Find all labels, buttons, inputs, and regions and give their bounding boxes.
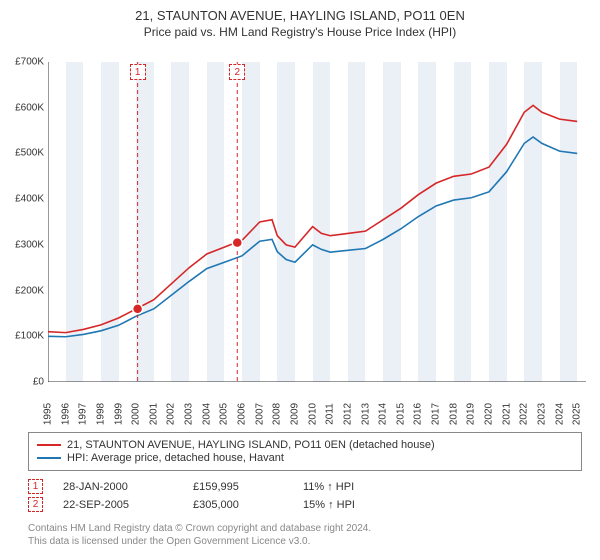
x-tick-label: 2022 [519, 403, 530, 425]
legend-swatch [37, 457, 61, 459]
y-tick-label: £700K [15, 57, 44, 68]
legend-label: 21, STAUNTON AVENUE, HAYLING ISLAND, PO1… [67, 439, 435, 451]
x-tick-label: 2001 [148, 403, 159, 425]
x-tick-label: 2004 [201, 403, 212, 425]
x-tick-label: 2019 [466, 403, 477, 425]
x-tick-label: 1996 [60, 403, 71, 425]
x-tick-label: 2003 [184, 403, 195, 425]
event-delta: 15% ↑ HPI [303, 499, 393, 511]
y-axis: £0£100K£200K£300K£400K£500K£600K£700K [0, 62, 48, 382]
title-address: 21, STAUNTON AVENUE, HAYLING ISLAND, PO1… [0, 8, 600, 23]
x-tick-label: 1995 [43, 403, 54, 425]
legend-label: HPI: Average price, detached house, Hava… [67, 452, 284, 464]
x-tick-label: 2013 [360, 403, 371, 425]
x-tick-label: 1998 [95, 403, 106, 425]
footer-line1: Contains HM Land Registry data © Crown c… [28, 522, 582, 535]
x-tick-label: 2008 [272, 403, 283, 425]
legend-item: HPI: Average price, detached house, Hava… [37, 452, 573, 464]
chart-titles: 21, STAUNTON AVENUE, HAYLING ISLAND, PO1… [0, 0, 600, 39]
event-callout: 1 [130, 64, 146, 80]
x-tick-label: 2015 [395, 403, 406, 425]
event-marker-box: 1 [28, 479, 43, 494]
event-price: £159,995 [193, 481, 283, 493]
x-tick-label: 2024 [554, 403, 565, 425]
x-tick-label: 2007 [254, 403, 265, 425]
x-tick-label: 2025 [572, 403, 583, 425]
event-row: 1 28-JAN-2000 £159,995 11% ↑ HPI [28, 479, 582, 494]
x-tick-label: 2016 [413, 403, 424, 425]
y-tick-label: £500K [15, 148, 44, 159]
y-tick-label: £300K [15, 239, 44, 250]
x-tick-label: 2012 [342, 403, 353, 425]
event-date: 22-SEP-2005 [63, 499, 173, 511]
y-tick-label: £600K [15, 102, 44, 113]
y-tick-label: £200K [15, 285, 44, 296]
chart-svg [48, 62, 586, 382]
x-tick-label: 2017 [431, 403, 442, 425]
event-callout: 2 [229, 64, 245, 80]
x-tick-label: 2002 [166, 403, 177, 425]
x-tick-label: 2014 [378, 403, 389, 425]
title-subtitle: Price paid vs. HM Land Registry's House … [0, 25, 600, 39]
legend-swatch [37, 444, 61, 446]
x-tick-label: 2006 [237, 403, 248, 425]
x-tick-label: 2023 [536, 403, 547, 425]
series-line [48, 105, 577, 332]
legend-item: 21, STAUNTON AVENUE, HAYLING ISLAND, PO1… [37, 439, 573, 451]
series-line [48, 137, 577, 337]
legend: 21, STAUNTON AVENUE, HAYLING ISLAND, PO1… [28, 432, 582, 471]
y-tick-label: £0 [33, 377, 44, 388]
x-tick-label: 1999 [113, 403, 124, 425]
event-date: 28-JAN-2000 [63, 481, 173, 493]
x-tick-label: 2005 [219, 403, 230, 425]
x-axis: 1995199619971998199920002001200220032004… [48, 384, 586, 424]
x-tick-label: 2010 [307, 403, 318, 425]
y-tick-label: £100K [15, 331, 44, 342]
x-tick-label: 1997 [78, 403, 89, 425]
plot-area: 12 [48, 62, 586, 382]
x-tick-label: 2021 [501, 403, 512, 425]
x-tick-label: 2020 [483, 403, 494, 425]
x-tick-label: 2000 [131, 403, 142, 425]
footer-line2: This data is licensed under the Open Gov… [28, 535, 582, 548]
event-delta: 11% ↑ HPI [303, 481, 393, 493]
x-tick-label: 2011 [325, 403, 336, 425]
x-tick-label: 2018 [448, 403, 459, 425]
x-tick-label: 2009 [289, 403, 300, 425]
chart-container: 21, STAUNTON AVENUE, HAYLING ISLAND, PO1… [0, 0, 600, 560]
y-tick-label: £400K [15, 194, 44, 205]
footer: Contains HM Land Registry data © Crown c… [28, 522, 582, 548]
event-row: 2 22-SEP-2005 £305,000 15% ↑ HPI [28, 497, 582, 512]
events-table: 1 28-JAN-2000 £159,995 11% ↑ HPI 2 22-SEP-200… [28, 476, 582, 515]
event-price: £305,000 [193, 499, 283, 511]
event-marker-box: 2 [28, 497, 43, 512]
